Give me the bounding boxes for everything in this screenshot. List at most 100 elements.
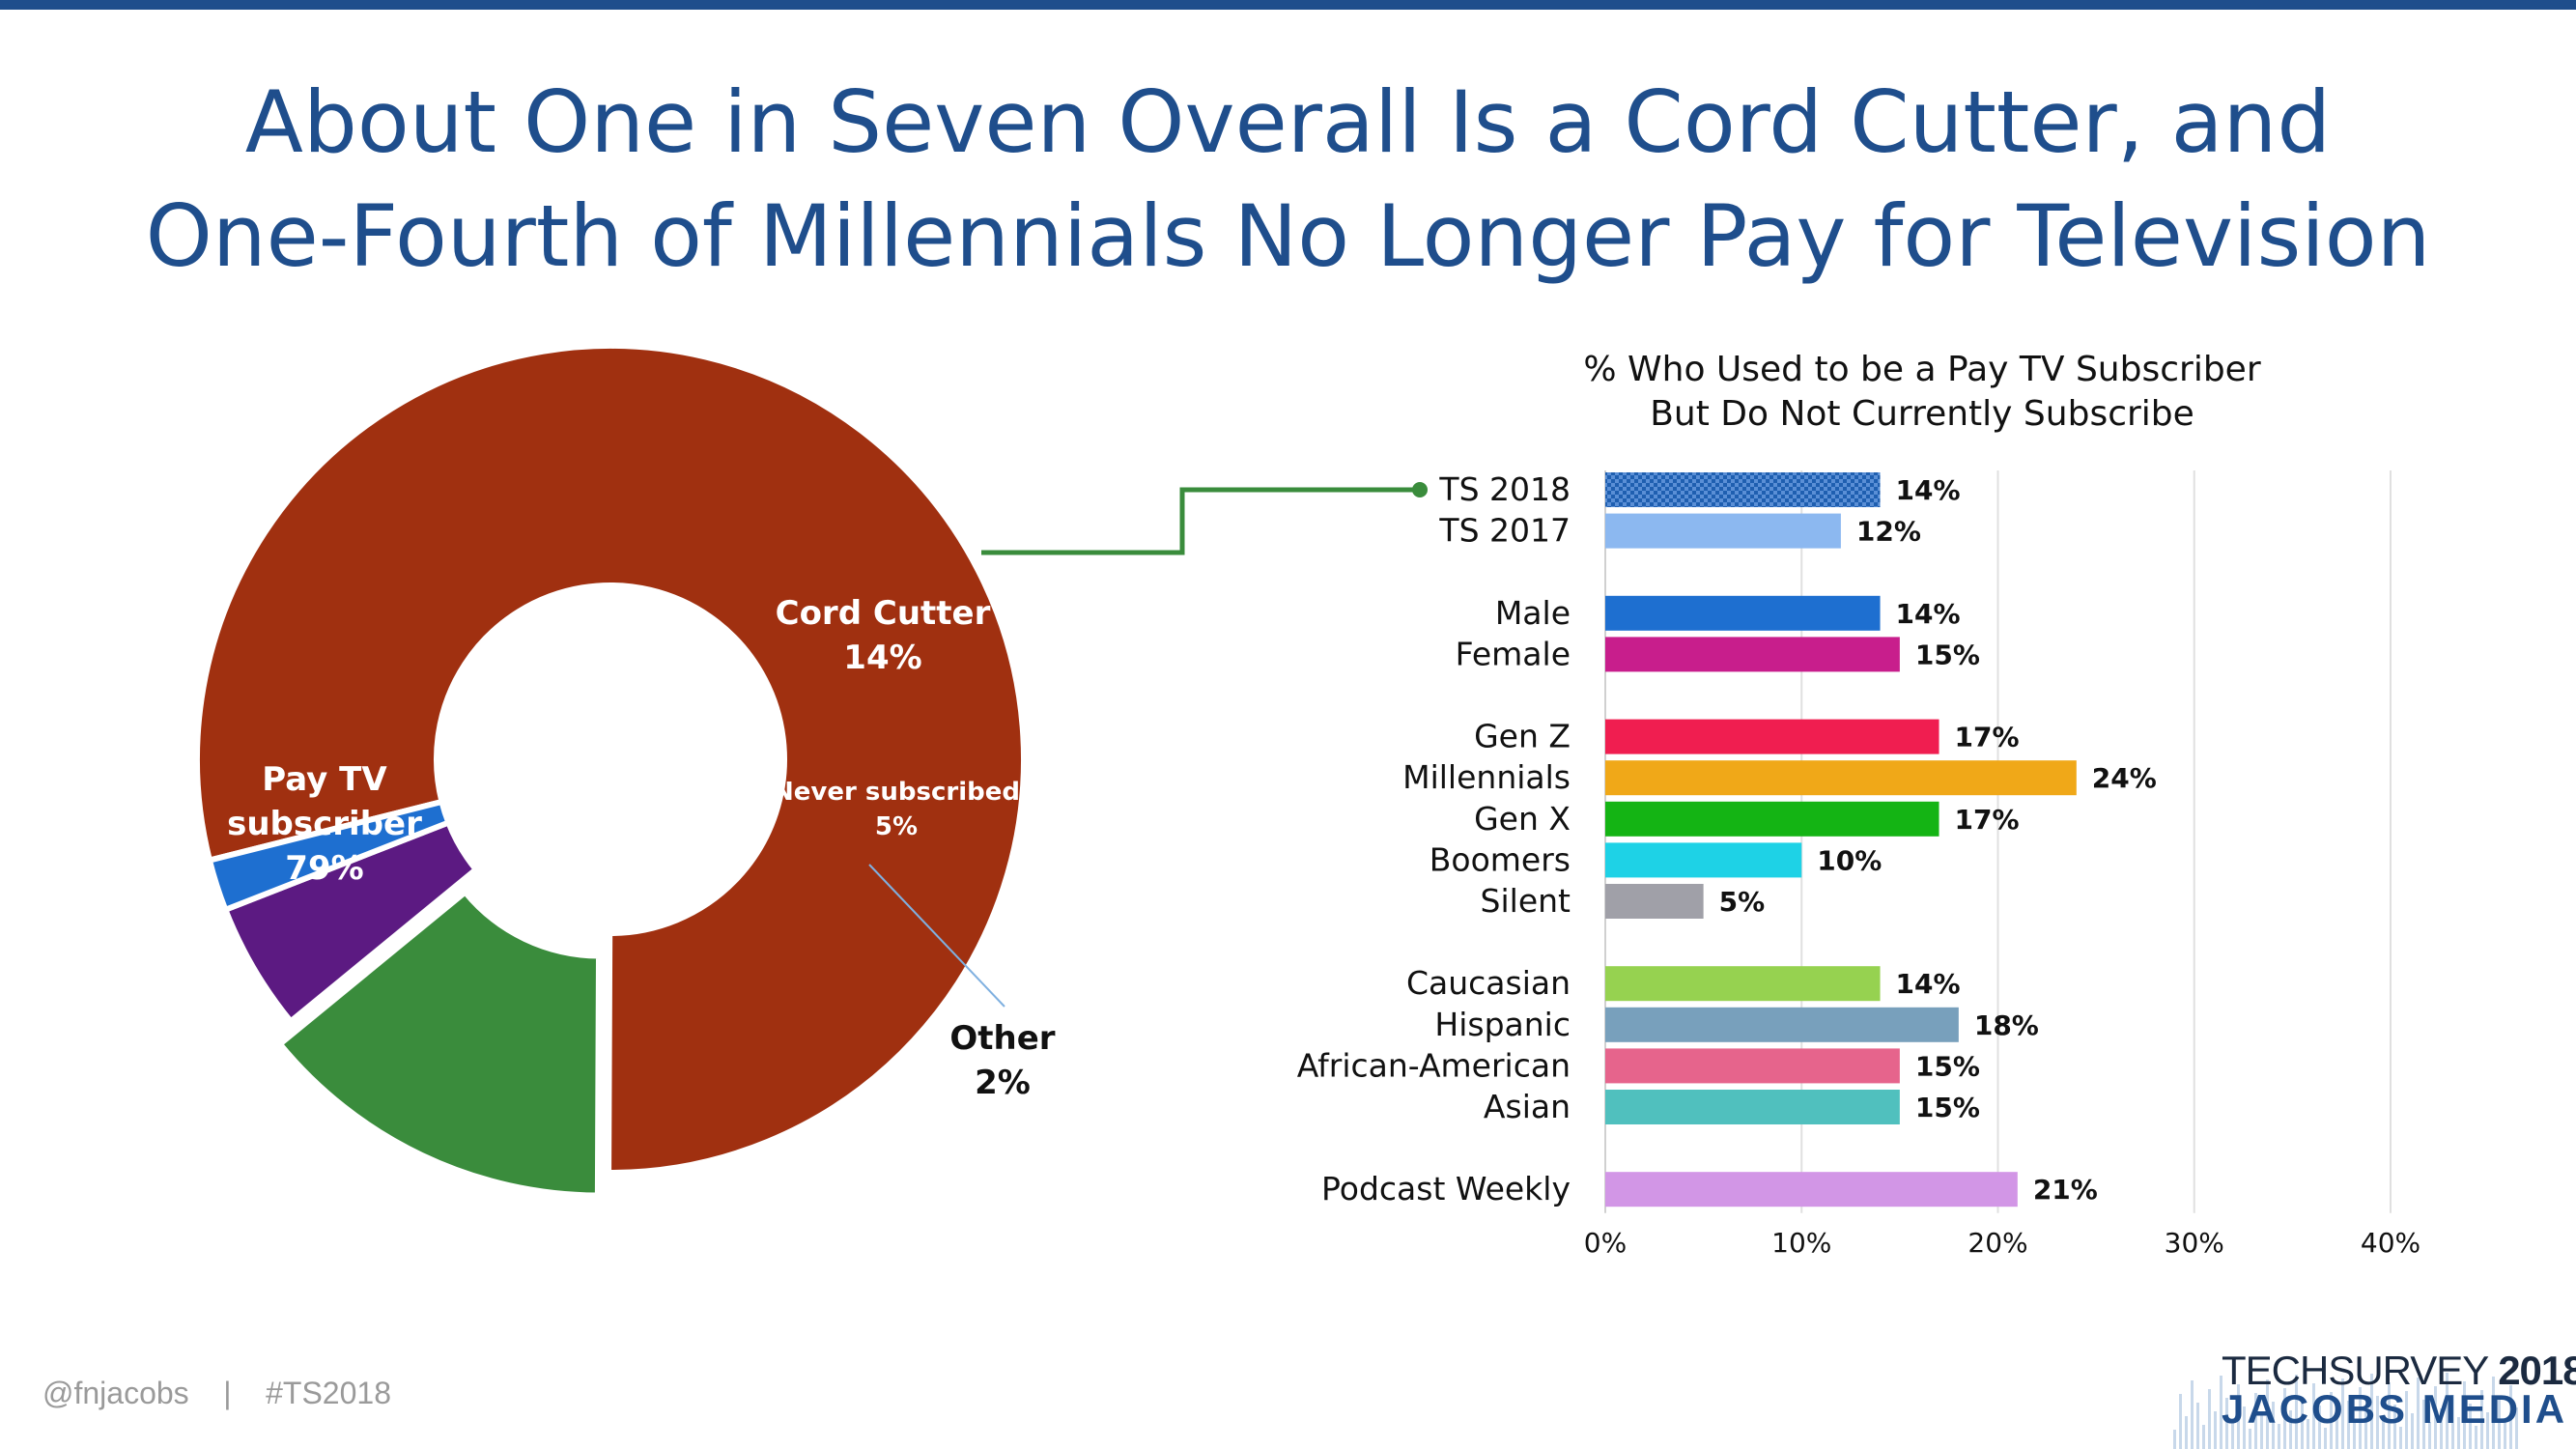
value-label: 14% [1896, 474, 1961, 506]
logo-bar [2359, 1387, 2362, 1449]
value-label: 15% [1915, 639, 1980, 670]
logo-bar [2260, 1415, 2263, 1449]
logo-bar [2283, 1388, 2286, 1449]
label-pay-tv-line1: Pay TV [262, 760, 387, 799]
logo-bar [2405, 1391, 2408, 1449]
logo-bar [2504, 1421, 2506, 1449]
title-line-1: About One in Seven Overall Is a Cord Cut… [244, 72, 2332, 172]
hashtag: #TS2018 [266, 1376, 391, 1410]
bar-ts-2017 [1605, 513, 1841, 549]
logo-bar [2196, 1403, 2199, 1449]
logo-bar [2411, 1413, 2414, 1449]
bar-ts-2018 [1605, 472, 1881, 507]
logo-bar [2440, 1408, 2443, 1449]
bar-silent [1605, 884, 1704, 919]
logo-bar [2225, 1398, 2228, 1449]
logo-bar [2324, 1428, 2327, 1449]
donut-chart: Pay TV subscriber 79% Cord Cutter 14% Never s… [194, 343, 1056, 1199]
x-tick-label: 30% [2165, 1227, 2224, 1259]
footer-social: @fnjacobs | #TS2018 [42, 1376, 391, 1411]
logo-bar [2307, 1419, 2309, 1449]
x-tick-label: 0% [1584, 1227, 1627, 1259]
value-label: 5% [1719, 886, 1766, 918]
value-label: 12% [1856, 516, 1921, 548]
category-label: African-American [1297, 1046, 1571, 1084]
logo-bar [2330, 1392, 2333, 1449]
bar-african-american [1605, 1048, 1900, 1084]
value-label: 10% [1817, 844, 1882, 876]
donut-slice-cord-cutter [275, 888, 603, 1199]
other-leader-line [868, 864, 1005, 1008]
logo-bar [2347, 1401, 2350, 1449]
logo-bar [2509, 1385, 2512, 1449]
value-label: 17% [1955, 722, 2020, 753]
logo-bar [2376, 1396, 2379, 1449]
value-label: 14% [1896, 598, 1961, 630]
logo-bar [2422, 1400, 2425, 1449]
connector-dot [1412, 482, 1428, 497]
category-label: Male [1495, 594, 1571, 632]
logo-bar [2341, 1378, 2344, 1449]
logo-bar [2266, 1379, 2269, 1449]
title-line-2: One-Fourth of Millennials No Longer Pay … [145, 186, 2431, 286]
logo-bar [2515, 1407, 2518, 1449]
connector [981, 482, 1428, 555]
logo-bar [2498, 1399, 2501, 1449]
logo-bar [2237, 1384, 2240, 1449]
label-never-subscribed: Never subscribed [773, 778, 1020, 807]
logo-bar [2272, 1402, 2275, 1449]
connector-line [981, 487, 1420, 555]
category-label: TS 2017 [1438, 512, 1571, 550]
value-label: 17% [1955, 804, 2020, 836]
logo-bar [2492, 1377, 2495, 1449]
label-pay-tv-value: 79% [285, 849, 363, 888]
category-label: Gen X [1474, 800, 1571, 838]
label-pay-tv-line2: subscriber [227, 805, 422, 843]
footer-separator: | [223, 1376, 232, 1410]
category-label: Silent [1481, 882, 1571, 920]
logo-year: 2018 [2498, 1348, 2576, 1393]
bar-millennials [1605, 760, 2077, 796]
logo-bar [2417, 1378, 2420, 1449]
bar-chart-subtitle: But Do Not Currently Subscribe [1650, 394, 2194, 434]
bar-hispanic [1605, 1007, 1959, 1042]
logo-bar [2434, 1386, 2437, 1449]
category-label: Hispanic [1434, 1006, 1571, 1043]
logo-bar [2220, 1376, 2222, 1449]
category-label: Millennials [1402, 758, 1571, 796]
category-label: Asian [1484, 1088, 1571, 1125]
label-other: Other [949, 1019, 1055, 1058]
category-label: Boomers [1430, 840, 1571, 878]
logo-bar [2249, 1429, 2251, 1449]
logo-bar [2185, 1416, 2188, 1449]
logo-bar [2254, 1393, 2257, 1449]
logo-bar [2393, 1405, 2396, 1449]
value-label: 15% [1915, 1092, 1980, 1123]
bar-chart-title: % Who Used to be a Pay TV Subscriber [1583, 350, 2260, 389]
logo-bar [2335, 1414, 2338, 1449]
bar-asian [1605, 1090, 1900, 1124]
top-rule [0, 0, 2576, 10]
logo-techsurvey: TECHSURVEY [2222, 1348, 2489, 1393]
logo-bar [2469, 1404, 2472, 1449]
logo-bar [2364, 1409, 2367, 1449]
logo-bar [2289, 1410, 2292, 1449]
logo-bar [2382, 1418, 2385, 1449]
value-label: 24% [2092, 762, 2157, 794]
page-title: About One in Seven Overall Is a Cord Cut… [0, 66, 2576, 294]
value-label: 21% [2033, 1174, 2098, 1206]
logo-bar [2486, 1412, 2489, 1449]
logo-bar [2278, 1424, 2280, 1449]
techsurvey-logo: TECHSURVEY 2018 JACOBS MEDIA [2173, 1338, 2576, 1449]
logo-bar [2451, 1395, 2454, 1449]
logo-jacobs-media: JACOBS MEDIA [2222, 1386, 2568, 1432]
logo-bar [2353, 1423, 2356, 1449]
logo-bar [2173, 1430, 2176, 1449]
logo-bar [2231, 1420, 2234, 1449]
label-cord-cutter: Cord Cutter [776, 594, 991, 633]
logo-bar [2179, 1394, 2182, 1449]
logo-bar [2312, 1383, 2315, 1449]
logo-bar [2370, 1374, 2373, 1449]
value-label: 15% [1915, 1050, 1980, 1082]
